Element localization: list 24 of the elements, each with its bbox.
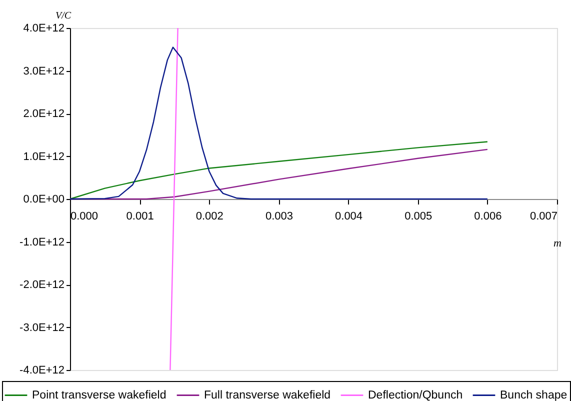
x-tick-label: 0.001	[126, 210, 154, 222]
y-tick-label: -3.0E+12	[20, 322, 64, 334]
x-tick-label: 0.003	[265, 210, 293, 222]
x-tick-label: 0.006	[474, 210, 502, 222]
x-tick-label: 0.007	[530, 210, 558, 222]
y-tick-label: 0.0E+00	[23, 194, 64, 206]
y-tick-label: 3.0E+12	[23, 65, 64, 78]
legend-label: Bunch shape	[500, 389, 568, 401]
y-tick-label: -1.0E+12	[20, 236, 64, 248]
y-tick-label: -2.0E+12	[20, 279, 64, 291]
x-tick-label: 0.005	[404, 210, 432, 222]
y-tick-label: 2.0E+12	[23, 108, 64, 120]
y-axis-title: V/C	[56, 10, 72, 22]
legend-label: Full transverse wakefield	[204, 389, 331, 401]
legend-label: Deflection/Qbunch	[368, 389, 463, 401]
x-axis-title: m	[554, 238, 562, 250]
x-tick-label: 0.004	[335, 210, 363, 222]
y-tick-label: -4.0E+12	[20, 364, 64, 376]
x-tick-label: 0.000	[70, 210, 98, 222]
line-series	[69, 46, 488, 200]
x-tick-label: 0.002	[196, 210, 224, 222]
y-tick-label: 4.0E+12	[23, 22, 64, 34]
legend-label: Point transverse wakefield	[32, 389, 166, 401]
y-tick-label: 1.0E+12	[23, 150, 64, 163]
